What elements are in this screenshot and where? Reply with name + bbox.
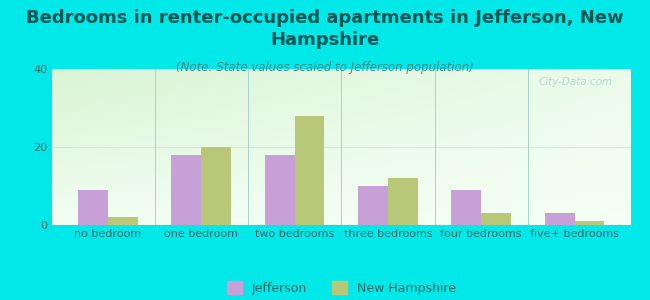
Bar [575,221,604,225]
Bar [202,147,231,225]
Text: Bedrooms in renter-occupied apartments in Jefferson, New
Hampshire: Bedrooms in renter-occupied apartments i… [26,9,624,49]
Bar [388,178,418,225]
Bar [265,155,294,225]
Bar [545,213,575,225]
Bar [451,190,481,225]
Bar [78,190,108,225]
Legend: Jefferson, New Hampshire: Jefferson, New Hampshire [222,276,461,300]
Bar [358,186,388,225]
Bar [108,217,138,225]
Bar [172,155,202,225]
Bar [294,116,324,225]
Bar [481,213,511,225]
Text: (Note: State values scaled to Jefferson population): (Note: State values scaled to Jefferson … [176,61,474,74]
Text: City-Data.com: City-Data.com [539,77,613,87]
